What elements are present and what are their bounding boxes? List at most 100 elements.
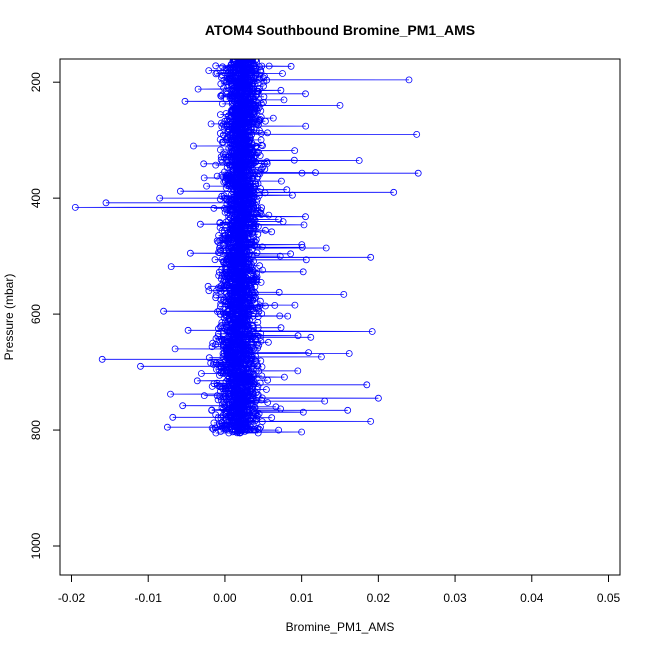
data-point [218,123,226,130]
data-point [196,220,204,228]
data-point [298,428,306,436]
data-point [218,319,226,326]
data-point [102,199,110,207]
data-point [212,429,220,437]
data-point [218,91,226,99]
data-point [223,73,231,80]
data-point [213,366,220,373]
data-point [300,221,308,229]
x-tick-label: 0.01 [290,591,314,605]
data-point [208,382,216,390]
data-point [181,97,189,105]
data-point [205,287,213,295]
data-point [253,278,260,286]
data-point [227,81,235,89]
data-point [261,189,269,197]
data-point [248,152,256,160]
data-point [213,69,221,77]
data-point [259,142,266,150]
x-tick-label: -0.02 [58,591,86,605]
data-point [244,402,252,410]
data-point [291,147,299,155]
data-point [291,301,299,309]
data-point [298,169,306,177]
data-point [294,332,302,340]
data-point [193,377,201,385]
data-point [224,383,231,391]
data-point [257,423,264,431]
data-point [216,111,224,118]
data-point [251,347,259,355]
data-point [367,417,375,425]
data-point [216,236,224,244]
data-point [280,373,288,381]
data-point [340,290,348,298]
x-tick-label: 0.02 [367,591,391,605]
data-point [321,397,329,405]
data-point [214,396,222,404]
y-tick-label: 800 [29,420,43,440]
data-point [163,423,171,431]
data-point [252,209,260,217]
data-point [264,338,272,346]
data-point [252,358,260,366]
data-point [257,278,265,286]
data-point [257,396,265,404]
data-point [156,194,164,202]
data-point [219,138,227,146]
data-point [249,274,256,282]
y-tick-label: 200 [29,72,43,92]
data-point [257,100,265,108]
data-point [299,268,307,276]
data-point [231,428,239,436]
data-point [167,390,174,398]
data-point [208,406,216,414]
data-point [208,343,216,351]
data-point [237,80,245,88]
data-point [253,87,261,95]
x-axis-label: Bromine_PM1_AMS [286,620,395,634]
data-point [255,367,263,375]
data-point [272,403,280,411]
data-point [253,412,261,420]
data-point [211,424,219,432]
data-point [213,287,221,294]
data-point [261,117,269,125]
dense-markers [197,59,325,437]
data-point [312,169,319,177]
data-point [204,282,212,290]
data-point [218,100,226,108]
data-point [405,76,413,84]
data-point [213,237,221,245]
data-point [254,424,261,432]
data-point [253,249,261,257]
data-point [216,387,224,395]
data-point [256,152,264,160]
data-point [205,354,213,362]
data-point [259,266,266,274]
data-point [205,67,213,74]
data-point [290,156,298,164]
data-point [216,303,224,310]
data-point [220,178,228,186]
data-point [212,62,220,70]
data-point [200,174,208,182]
data-point [209,360,217,368]
data-point [220,398,228,406]
data-point [216,371,223,379]
data-point [302,122,310,130]
data-point [264,399,272,406]
data-point [219,424,226,432]
data-point [279,70,286,77]
data-point [280,96,288,104]
data-point [248,174,256,182]
data-point [214,249,222,256]
data-point [248,245,256,253]
data-point [245,391,253,399]
data-point [268,414,276,422]
data-point [277,86,285,94]
data-point [219,63,227,71]
data-point [248,334,256,342]
data-point [214,333,222,341]
data-point [374,394,382,402]
